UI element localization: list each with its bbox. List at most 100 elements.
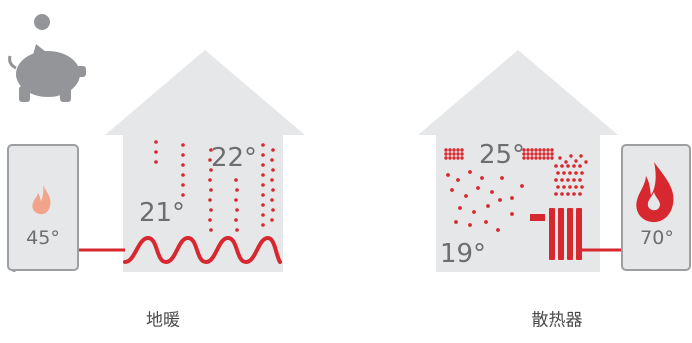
warm-air-dot xyxy=(578,164,582,168)
warm-air-dot xyxy=(568,185,572,189)
warm-air-dot xyxy=(444,156,448,160)
warm-air-dot xyxy=(181,143,185,147)
warm-air-dot xyxy=(562,185,566,189)
warm-air-dot xyxy=(562,171,566,175)
warm-air-dot xyxy=(235,208,239,212)
right-boiler xyxy=(621,144,691,271)
warm-air-dot xyxy=(209,148,213,152)
warm-air-dot xyxy=(181,183,185,187)
warm-air-dot xyxy=(261,143,265,147)
warm-air-dot xyxy=(496,228,500,232)
warm-air-dot xyxy=(444,152,448,156)
warm-air-dot xyxy=(486,204,490,208)
warm-air-dot xyxy=(546,156,550,160)
warm-air-dot xyxy=(538,152,542,156)
warm-air-dot xyxy=(271,188,275,192)
warm-air-dot xyxy=(522,156,526,160)
warm-air-dot xyxy=(460,152,464,156)
warm-air-dot xyxy=(208,218,212,222)
warm-air-dot xyxy=(530,156,534,160)
warm-air-dot xyxy=(270,178,274,182)
warm-air-dot xyxy=(154,150,158,154)
warm-air-dot xyxy=(526,156,530,160)
warm-air-dot xyxy=(554,192,558,196)
warm-air-dot xyxy=(460,148,464,152)
warm-air-dot xyxy=(520,184,524,188)
warm-air-dot xyxy=(452,156,456,160)
warm-air-dot xyxy=(546,152,550,156)
warm-air-dot xyxy=(261,193,265,197)
warm-air-dot xyxy=(574,185,578,189)
warm-air-dot xyxy=(270,198,274,202)
warm-air-dot xyxy=(564,160,568,164)
warm-air-dot xyxy=(450,188,454,192)
warm-air-dot xyxy=(468,223,472,227)
left-warm-air-dots xyxy=(154,140,275,232)
warm-air-dot xyxy=(534,148,538,152)
warm-air-dot xyxy=(566,178,570,182)
left-room-low-temp: 21° xyxy=(139,198,185,228)
warm-air-dot xyxy=(550,152,554,156)
warm-air-dot xyxy=(569,154,573,158)
warm-air-dot xyxy=(580,171,584,175)
warm-air-dot xyxy=(456,156,460,160)
warm-air-dot xyxy=(270,218,274,222)
warm-air-dot xyxy=(208,198,212,202)
radiator-icon xyxy=(530,208,582,260)
warm-air-dot xyxy=(510,196,514,200)
warm-air-dot xyxy=(574,159,578,163)
warm-air-dot xyxy=(460,156,464,160)
right-warm-air-dots xyxy=(444,148,588,232)
warm-air-dot xyxy=(560,164,564,168)
warm-air-dot xyxy=(208,178,212,182)
warm-air-dot xyxy=(208,158,212,162)
warm-air-dot xyxy=(558,156,562,160)
warm-air-dot xyxy=(480,176,484,180)
warm-air-dot xyxy=(271,168,275,172)
warm-air-dot xyxy=(271,148,275,152)
warm-air-dot xyxy=(550,148,554,152)
warm-air-dot xyxy=(154,160,158,164)
warm-air-dot xyxy=(554,164,558,168)
warm-air-dot xyxy=(261,183,265,187)
warm-air-dot xyxy=(448,148,452,152)
warm-air-dot xyxy=(546,148,550,152)
right-boiler-temp: 70° xyxy=(640,227,674,249)
left-room-high-temp: 22° xyxy=(211,143,257,173)
warm-air-dot xyxy=(584,160,588,164)
left-boiler-temp: 45° xyxy=(26,227,60,249)
warm-air-dot xyxy=(556,171,560,175)
warm-air-dot xyxy=(560,178,564,182)
warm-air-dot xyxy=(538,156,542,160)
warm-air-dot xyxy=(458,206,462,210)
warm-air-dot xyxy=(566,164,570,168)
warm-air-dot xyxy=(538,148,542,152)
warm-air-dot xyxy=(500,176,504,180)
warm-air-dot xyxy=(234,218,238,222)
warm-air-dot xyxy=(572,178,576,182)
warm-air-dot xyxy=(154,140,158,144)
warm-air-dot xyxy=(181,193,185,197)
warm-air-dot xyxy=(568,171,572,175)
warm-air-dot xyxy=(234,198,238,202)
warm-air-dot xyxy=(534,152,538,156)
warm-air-dot xyxy=(448,152,452,156)
piggy-bank-coin-icon xyxy=(8,14,86,102)
warm-air-dot xyxy=(261,173,265,177)
warm-air-dot xyxy=(542,148,546,152)
warm-air-dot xyxy=(566,192,570,196)
warm-air-dot xyxy=(468,170,472,174)
warm-air-dot xyxy=(498,198,502,202)
warm-air-dot xyxy=(526,152,530,156)
warm-air-dot xyxy=(209,228,213,232)
warm-air-dot xyxy=(452,152,456,156)
warm-air-dot xyxy=(271,208,275,212)
warm-air-dot xyxy=(542,156,546,160)
warm-air-dot xyxy=(490,190,494,194)
warm-air-dot xyxy=(456,152,460,156)
warm-air-dot xyxy=(476,186,480,190)
large-flame-icon xyxy=(636,162,674,223)
warm-air-dot xyxy=(464,194,468,198)
floor-heating-caption: 地暖 xyxy=(146,310,180,331)
